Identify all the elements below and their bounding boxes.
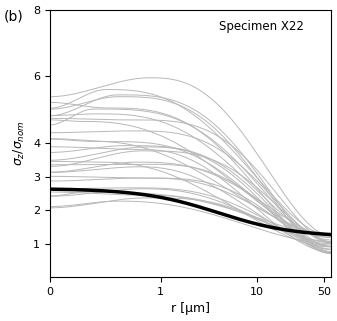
X-axis label: r [µm]: r [µm] xyxy=(171,302,210,316)
Text: Specimen X22: Specimen X22 xyxy=(219,20,304,33)
Y-axis label: $\sigma_z/\sigma_{nom}$: $\sigma_z/\sigma_{nom}$ xyxy=(12,120,27,166)
Text: (b): (b) xyxy=(3,10,23,24)
